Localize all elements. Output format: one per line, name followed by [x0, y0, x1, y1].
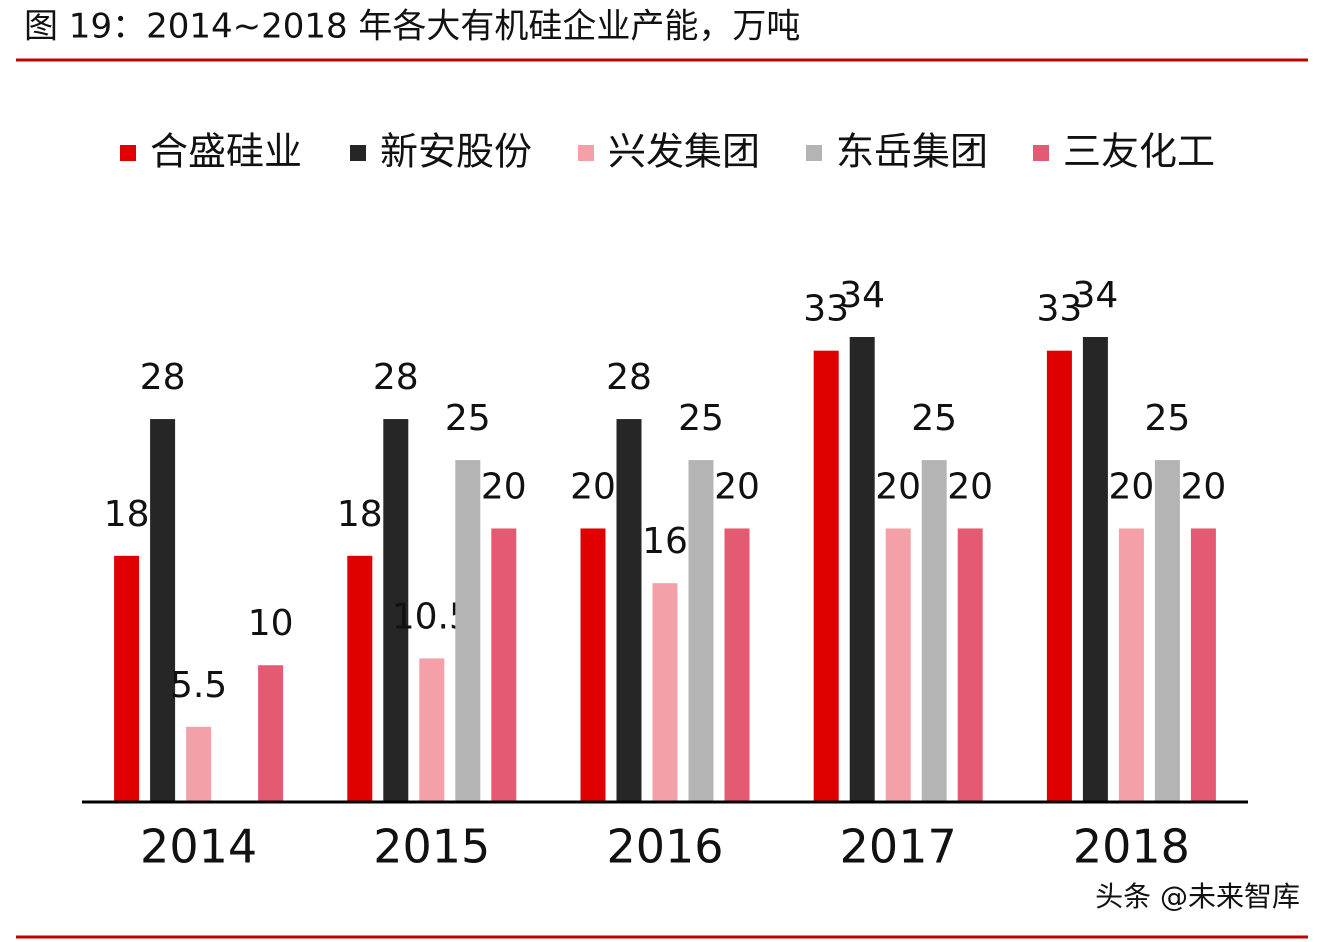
data-label: 33 — [803, 289, 849, 330]
bar — [652, 583, 678, 802]
bar — [347, 555, 373, 802]
legend-label: 三友化工 — [1063, 130, 1215, 174]
bar — [885, 528, 911, 802]
data-label: 20 — [875, 466, 921, 507]
data-label: 10 — [248, 603, 294, 644]
x-tick-label: 2017 — [840, 820, 957, 874]
bar — [383, 419, 409, 802]
data-label: 20 — [947, 466, 993, 507]
bar — [1190, 528, 1216, 802]
data-label: 20 — [714, 466, 760, 507]
data-label: 18 — [104, 494, 150, 535]
x-tick-label: 2014 — [140, 820, 257, 874]
x-tick-label: 2016 — [606, 820, 723, 874]
data-label: 18 — [337, 494, 383, 535]
data-label: 25 — [911, 398, 957, 439]
legend-swatch — [120, 145, 136, 161]
data-label: 25 — [1144, 398, 1190, 439]
data-label: 20 — [1180, 466, 1226, 507]
bar — [491, 528, 517, 802]
data-label: 28 — [140, 357, 186, 398]
watermark: 头条 @未来智库 — [1095, 880, 1300, 913]
data-label: 25 — [678, 398, 724, 439]
data-label: 20 — [481, 466, 527, 507]
legend-swatch — [806, 145, 822, 161]
data-label: 5.5 — [170, 665, 227, 706]
legend-label: 兴发集团 — [608, 130, 760, 174]
bar — [150, 419, 176, 802]
data-label: 16 — [642, 521, 688, 562]
data-label: 34 — [839, 275, 885, 316]
data-label: 28 — [606, 357, 652, 398]
data-label: 33 — [1036, 289, 1082, 330]
data-label: 20 — [1108, 466, 1154, 507]
bar — [724, 528, 750, 802]
data-label: 25 — [445, 398, 491, 439]
legend-label: 合盛硅业 — [150, 130, 302, 174]
bar — [114, 555, 140, 802]
x-tick-label: 2018 — [1073, 820, 1190, 874]
bar — [921, 460, 947, 802]
legend-label: 新安股份 — [380, 130, 532, 174]
data-label: 28 — [373, 357, 419, 398]
bar — [616, 419, 642, 802]
legend-label: 东岳集团 — [836, 130, 988, 174]
bar — [957, 528, 983, 802]
bar — [1046, 350, 1072, 802]
bar — [455, 460, 481, 802]
chart-title: 图 19：2014~2018 年各大有机硅企业产能，万吨 — [24, 7, 800, 47]
bar — [813, 350, 839, 802]
bar — [580, 528, 606, 802]
legend-swatch — [350, 145, 366, 161]
bar — [258, 665, 284, 802]
bar — [186, 726, 212, 802]
legend-swatch — [1033, 145, 1049, 161]
bar — [1082, 337, 1108, 802]
data-label: 34 — [1072, 275, 1118, 316]
bar — [1118, 528, 1144, 802]
data-label: 20 — [570, 466, 616, 507]
bar — [1154, 460, 1180, 802]
bar — [688, 460, 714, 802]
bar — [849, 337, 875, 802]
bar — [419, 658, 445, 802]
x-tick-label: 2015 — [373, 820, 490, 874]
legend-swatch — [578, 145, 594, 161]
